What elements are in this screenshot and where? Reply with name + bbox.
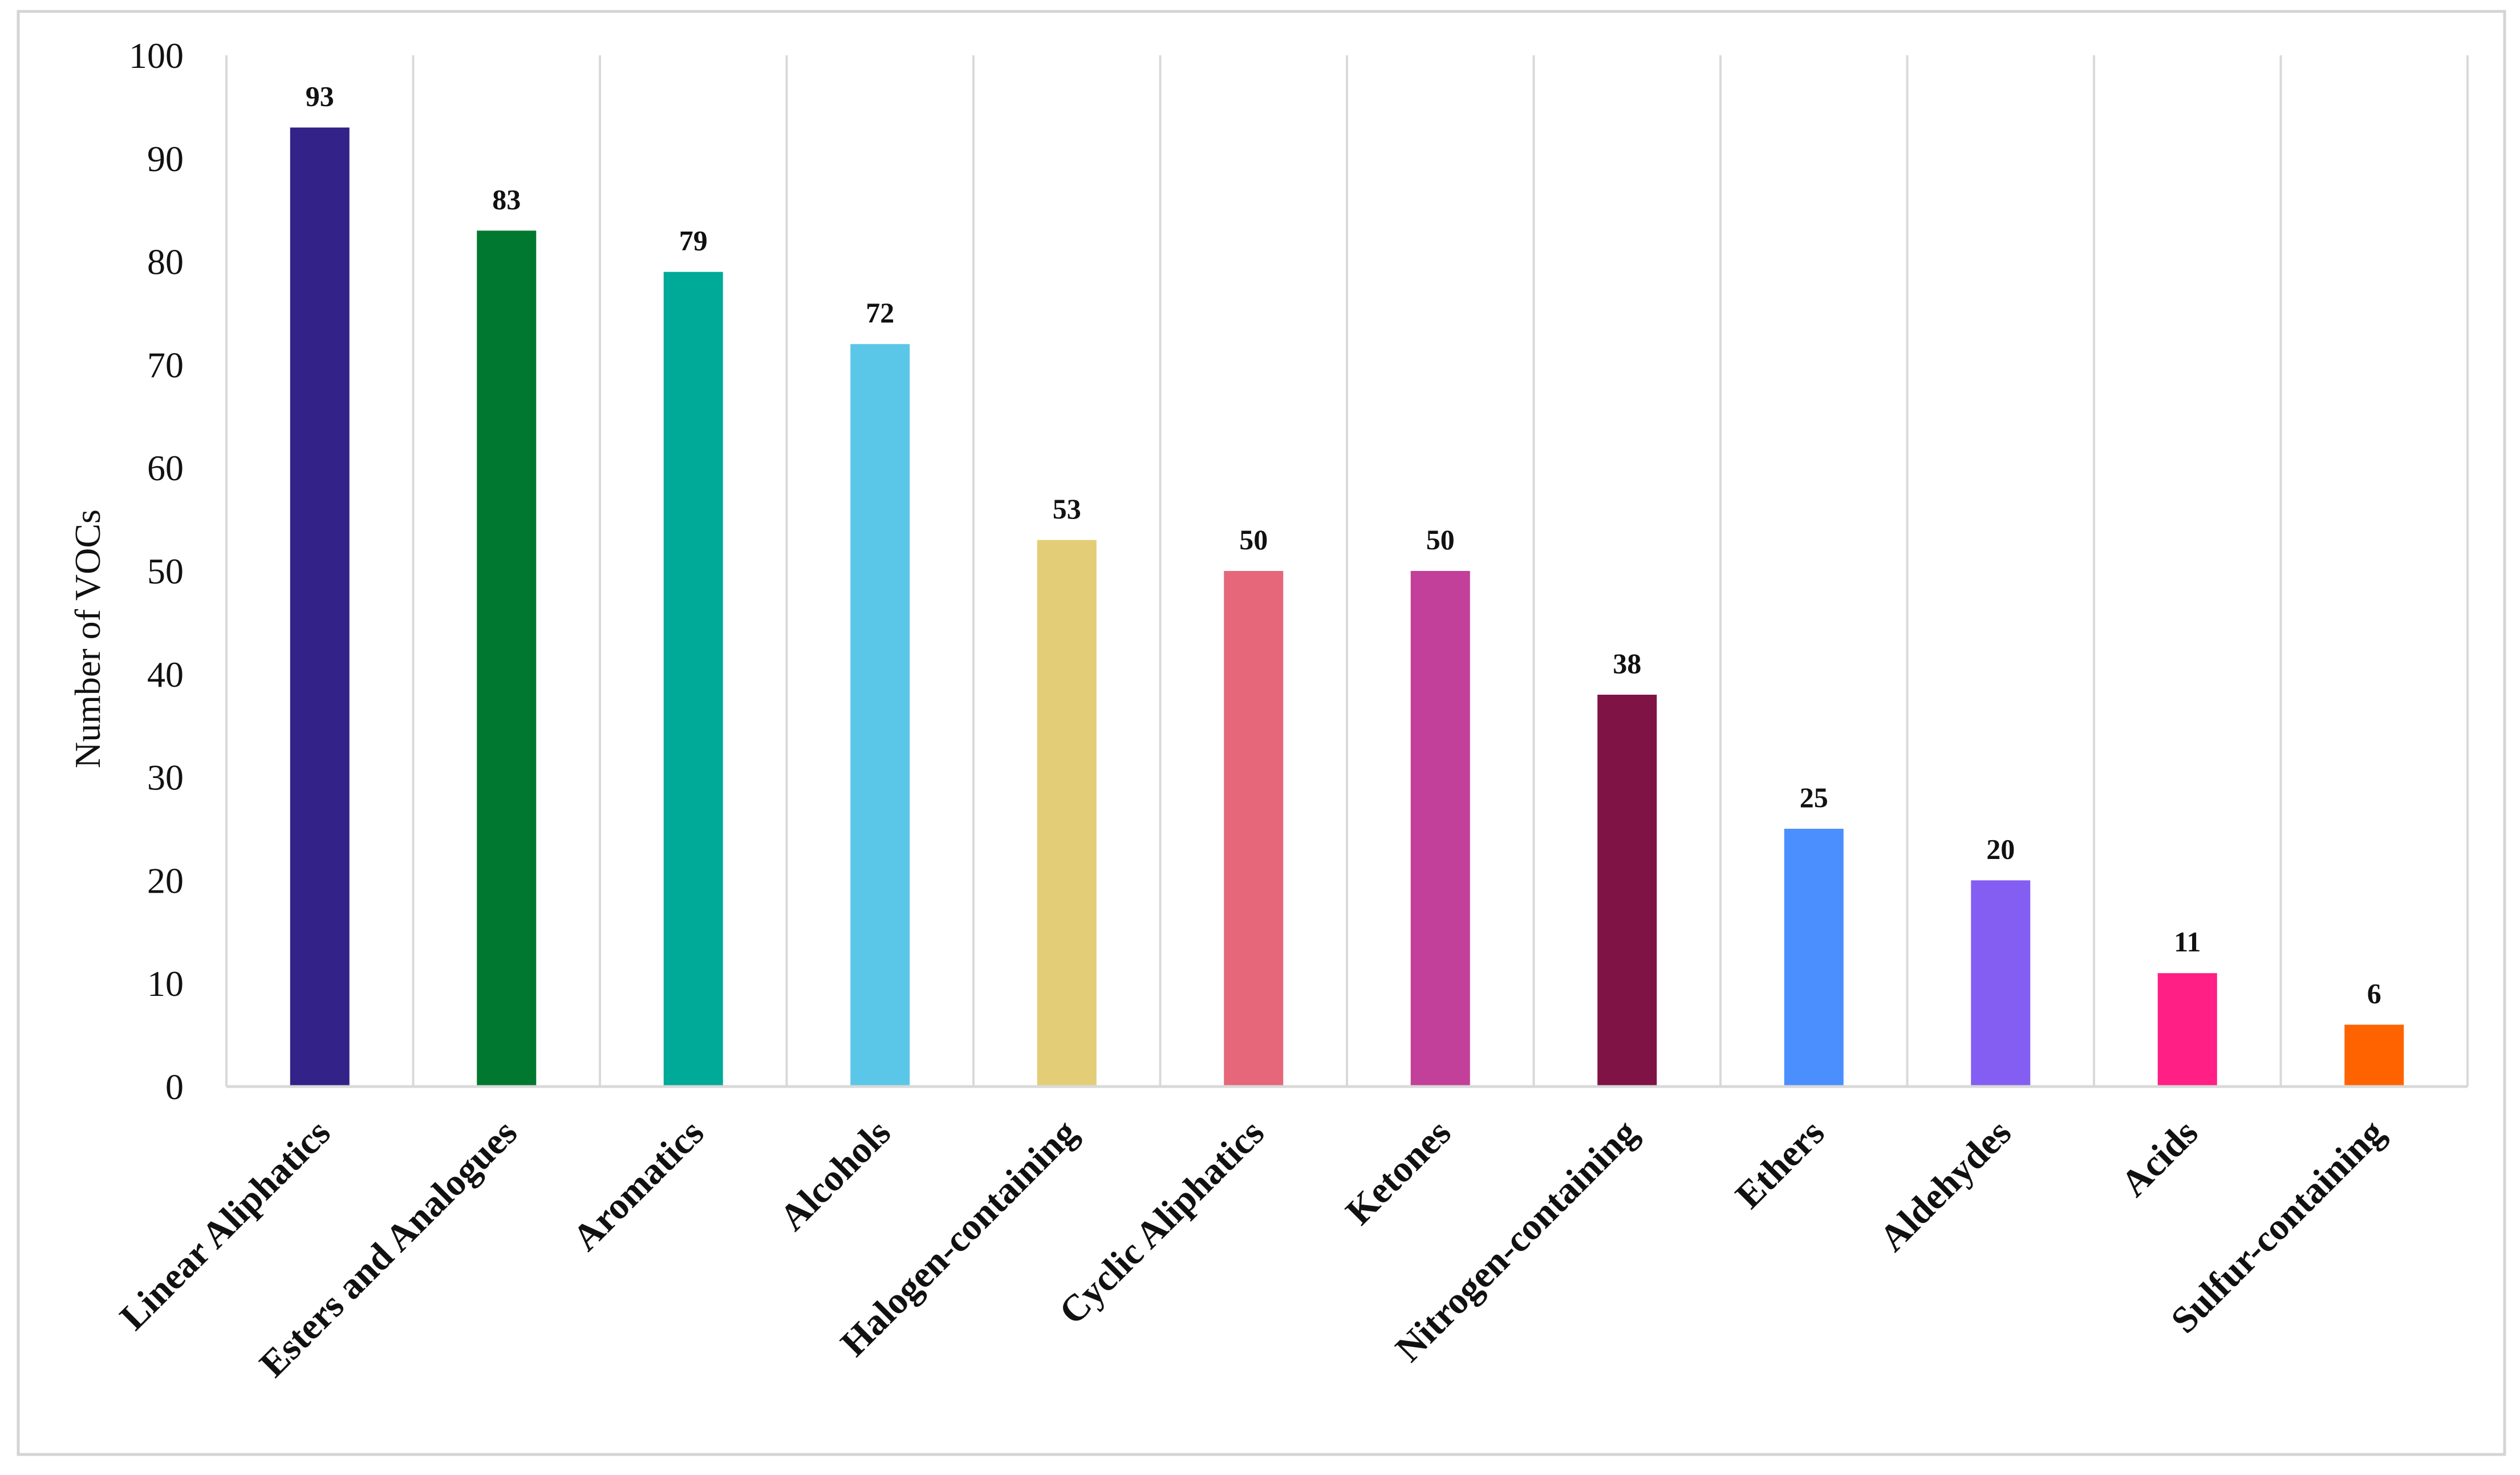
y-tick-label: 10 bbox=[147, 963, 184, 1004]
data-label: 6 bbox=[2367, 978, 2381, 1010]
bar bbox=[1410, 571, 1470, 1087]
y-tick-label: 30 bbox=[147, 757, 184, 798]
bar bbox=[1037, 540, 1097, 1087]
y-tick-label: 20 bbox=[147, 860, 184, 901]
data-label: 72 bbox=[866, 297, 894, 329]
y-tick-label: 40 bbox=[147, 654, 184, 695]
data-label: 79 bbox=[679, 225, 708, 257]
bar bbox=[1784, 829, 1844, 1087]
data-label: 20 bbox=[1986, 833, 2015, 865]
y-tick-label: 80 bbox=[147, 242, 184, 282]
y-tick-label: 50 bbox=[147, 551, 184, 591]
y-tick-label: 100 bbox=[129, 35, 184, 76]
y-tick-label: 60 bbox=[147, 448, 184, 488]
bar bbox=[1224, 571, 1284, 1087]
data-label: 38 bbox=[1613, 647, 1641, 679]
data-label: 50 bbox=[1239, 524, 1268, 556]
data-label: 50 bbox=[1426, 524, 1455, 556]
bar bbox=[2157, 973, 2217, 1087]
bar bbox=[850, 344, 910, 1087]
data-label: 25 bbox=[1800, 781, 1828, 813]
bars bbox=[290, 127, 2404, 1087]
bar bbox=[1597, 694, 1657, 1087]
data-label: 83 bbox=[492, 183, 521, 215]
y-tick-label: 70 bbox=[147, 345, 184, 385]
y-tick-label: 0 bbox=[165, 1067, 184, 1107]
y-axis-title: Number of VOCs bbox=[67, 509, 108, 768]
bar bbox=[2344, 1024, 2404, 1087]
bar bbox=[1971, 880, 2031, 1087]
data-label: 11 bbox=[2174, 926, 2201, 958]
y-tick-label: 90 bbox=[147, 139, 184, 179]
bar bbox=[663, 272, 723, 1087]
bar bbox=[477, 230, 537, 1087]
gridlines bbox=[225, 55, 2469, 1087]
bar bbox=[290, 127, 350, 1087]
data-label: 93 bbox=[306, 80, 334, 112]
data-label: 53 bbox=[1053, 493, 1081, 525]
